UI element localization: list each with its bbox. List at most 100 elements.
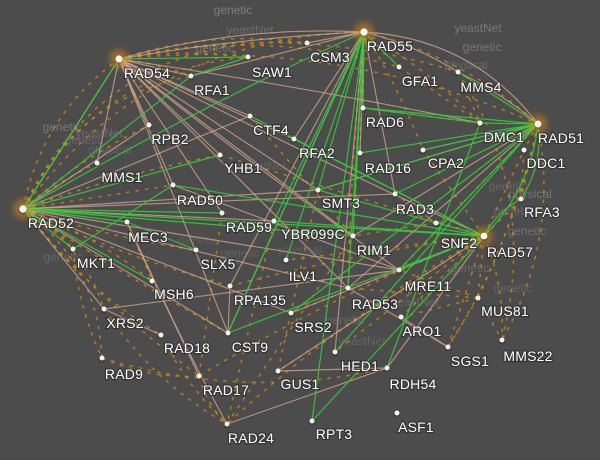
- node-MMS1[interactable]: [94, 160, 100, 166]
- edge-RAD52-MMS1: [22, 162, 98, 210]
- node-YHB1[interactable]: [217, 152, 223, 158]
- node-RAD52[interactable]: [19, 205, 27, 213]
- edge-RAD57-ARO1: [400, 235, 485, 318]
- node-RAD18[interactable]: [158, 332, 164, 338]
- node-RPT3[interactable]: [309, 418, 315, 424]
- watermark-text: genetic: [65, 133, 104, 147]
- node-YBR099C[interactable]: [271, 218, 277, 224]
- node-HED1[interactable]: [332, 349, 338, 355]
- node-RPB2[interactable]: [146, 122, 152, 128]
- node-RAD59[interactable]: [219, 210, 225, 216]
- node-MRE11[interactable]: [396, 267, 402, 273]
- node-CSM3[interactable]: [304, 40, 310, 46]
- node-label-SNF2: SNF2: [441, 235, 478, 251]
- node-ASF1[interactable]: [394, 410, 400, 416]
- node-label-MSH6: MSH6: [154, 286, 194, 302]
- node-MEC3[interactable]: [124, 219, 130, 225]
- node-GFA1[interactable]: [396, 64, 402, 70]
- node-label-MMS4: MMS4: [460, 79, 501, 95]
- node-label-ILV1: ILV1: [289, 268, 318, 284]
- node-CST9[interactable]: [225, 330, 231, 336]
- node-SNF2[interactable]: [433, 220, 439, 226]
- node-RAD54[interactable]: [115, 55, 123, 63]
- node-ARO1[interactable]: [398, 314, 404, 320]
- edge-RAD9-RDH54: [101, 357, 388, 384]
- edge-RAD52-RAD54: [22, 58, 120, 210]
- edge-RAD52-YHB1: [22, 154, 221, 210]
- edge-RAD55-RFA2: [293, 31, 365, 140]
- node-XRS2[interactable]: [101, 306, 107, 312]
- watermark-text: yeastNet: [338, 334, 386, 348]
- node-MSH6[interactable]: [149, 278, 155, 284]
- node-SGS1[interactable]: [445, 344, 451, 350]
- node-RAD17[interactable]: [196, 373, 202, 379]
- node-RAD53[interactable]: [345, 285, 351, 291]
- node-RAD50[interactable]: [170, 182, 176, 188]
- edge-RAD54-RAD59: [118, 58, 223, 214]
- node-RAD55[interactable]: [360, 28, 368, 36]
- node-RAD57[interactable]: [480, 232, 488, 240]
- node-label-RAD57: RAD57: [487, 244, 533, 260]
- node-label-HED1: HED1: [341, 358, 379, 374]
- edge-GUS1-RAD57: [277, 235, 485, 372]
- node-RFA3[interactable]: [518, 196, 524, 202]
- node-ILV1[interactable]: [283, 257, 289, 263]
- edge-RAD18-RAD24: [160, 334, 228, 425]
- edge-RAD54-RFA1: [118, 58, 192, 77]
- node-RAD3[interactable]: [392, 191, 398, 197]
- node-MMS4[interactable]: [455, 69, 461, 75]
- node-MMS22[interactable]: [499, 337, 505, 343]
- node-RAD16[interactable]: [357, 150, 363, 156]
- node-CTF4[interactable]: [247, 113, 253, 119]
- edge-RAD52-CTF4: [22, 115, 251, 210]
- edge-RAD57-RAD50: [172, 184, 485, 237]
- node-label-YBR099C: YBR099C: [281, 226, 345, 242]
- node-label-ARO1: ARO1: [403, 323, 442, 339]
- edge-RAD55-MMS4: [363, 31, 459, 73]
- edge-MUS81-MMS22: [477, 297, 503, 341]
- node-SAW1[interactable]: [245, 54, 251, 60]
- node-SMT3[interactable]: [315, 187, 321, 193]
- node-label-RAD54: RAD54: [124, 65, 170, 81]
- node-label-RAD18: RAD18: [164, 340, 210, 356]
- edge-RAD54-MRE11: [118, 58, 400, 271]
- node-RAD24[interactable]: [224, 421, 230, 427]
- edge-RFA1-SAW1: [190, 56, 249, 77]
- node-DMC1[interactable]: [477, 120, 483, 126]
- edge-RAD55-CPA2: [363, 31, 424, 151]
- edge-RAD52-RPB2: [22, 124, 150, 210]
- edge-MEC3-RAD24: [126, 221, 228, 425]
- watermark-text: genetic: [489, 179, 528, 193]
- watermark-text: yeastNet: [454, 21, 502, 35]
- node-RIM1[interactable]: [350, 233, 356, 239]
- node-label-RAD55: RAD55: [367, 38, 413, 54]
- watermark-text: genetic: [326, 313, 365, 327]
- edge-RAD55-RAD3: [363, 31, 396, 195]
- edge-RAD51-MRE11: [398, 123, 539, 271]
- node-RFA1[interactable]: [188, 73, 194, 79]
- edge-RAD9-RAD17: [101, 357, 200, 378]
- node-MUS81[interactable]: [475, 295, 481, 301]
- node-MKT1[interactable]: [70, 246, 76, 252]
- node-DDC1[interactable]: [521, 147, 527, 153]
- node-RFA2[interactable]: [291, 136, 297, 142]
- edge-RAD51-SRS2: [290, 123, 539, 314]
- edge-RAD52-RPB2: [22, 124, 150, 210]
- node-label-RPB2: RPB2: [151, 131, 188, 147]
- node-GUS1[interactable]: [275, 368, 281, 374]
- node-RPA135[interactable]: [227, 283, 233, 289]
- node-label-RAD17: RAD17: [203, 382, 249, 398]
- node-RAD51[interactable]: [534, 120, 542, 128]
- node-RAD9[interactable]: [99, 355, 105, 361]
- node-label-RPT3: RPT3: [316, 426, 353, 442]
- node-RAD6[interactable]: [360, 105, 366, 111]
- node-SLX5[interactable]: [193, 247, 199, 253]
- edge-XRS2-RAD18: [103, 308, 162, 336]
- node-RDH54[interactable]: [384, 365, 390, 371]
- node-CPA2[interactable]: [420, 147, 426, 153]
- edge-RAD57-MUS81: [477, 235, 485, 299]
- edge-RAD57-SGS1: [447, 235, 485, 348]
- node-SRS2[interactable]: [288, 310, 294, 316]
